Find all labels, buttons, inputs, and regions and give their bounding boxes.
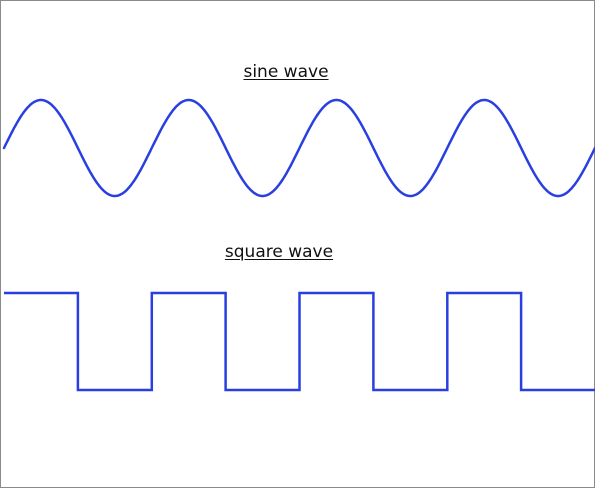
square-wave-line (4, 291, 595, 392)
sine-wave-curve (2, 98, 595, 198)
sine-wave-label: sine wave (243, 62, 329, 82)
square-wave-label: square wave (224, 242, 334, 262)
